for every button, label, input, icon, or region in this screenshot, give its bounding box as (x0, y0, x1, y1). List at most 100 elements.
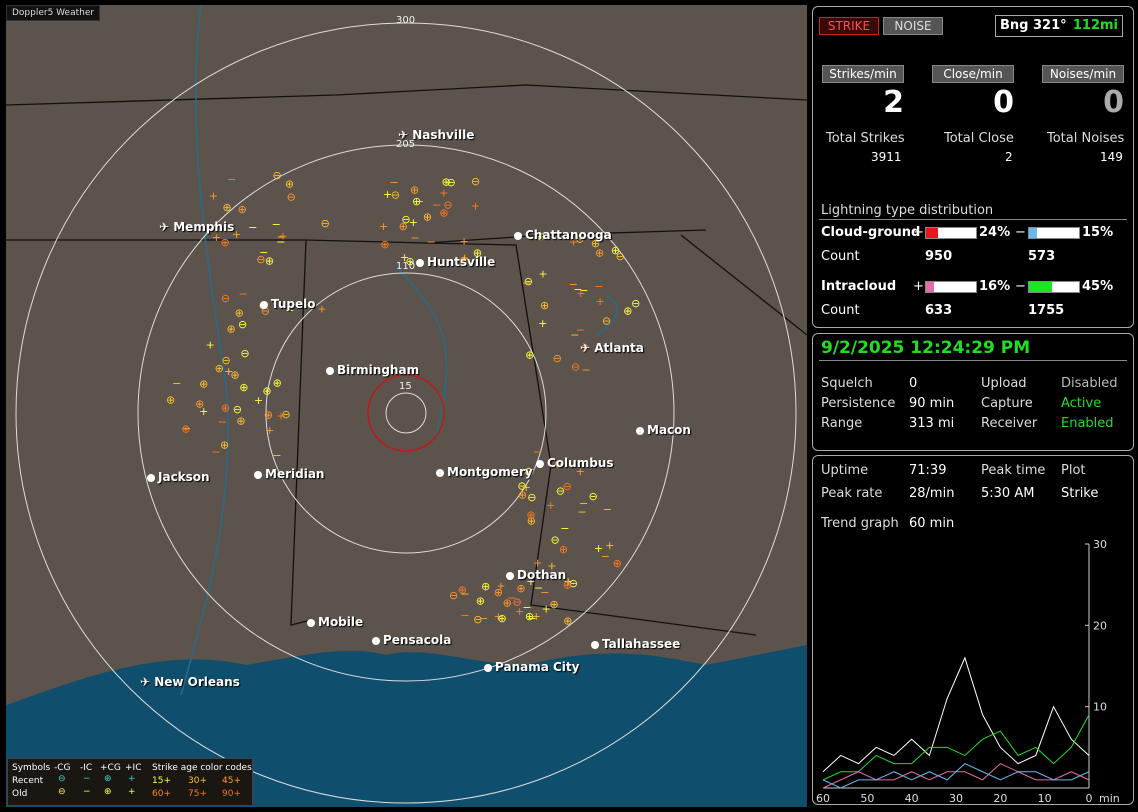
uptime-value: 71:39 (909, 463, 947, 478)
legend-recent-posic-icon: + (128, 774, 136, 784)
total-close-label: Total Close (944, 131, 1014, 146)
cg-neg-count: 573 (1028, 249, 1056, 264)
divider (819, 219, 1127, 220)
airport-icon: ✈ (398, 128, 413, 142)
strike-marker: ⊕ (536, 230, 545, 243)
trend-series-3 (822, 763, 1090, 789)
strike-marker: ⊖ (602, 314, 611, 327)
strike-marker: ⊖ (524, 465, 533, 478)
strike-marker: − (527, 612, 536, 625)
city-mobile: Mobile (307, 615, 363, 629)
strike-marker: ⊕ (380, 238, 389, 251)
total-noises-label: Total Noises (1047, 131, 1125, 146)
legend-h-poscg: +CG (100, 763, 121, 773)
strike-marker: ⊖ (616, 250, 625, 263)
strike-marker: ⊕ (405, 255, 414, 268)
legend-h-negic: -IC (80, 763, 93, 773)
city-chattanooga: Chattanooga (514, 228, 612, 242)
strike-marker: ⊖ (562, 480, 571, 493)
strike-marker: ⊖ (471, 175, 480, 188)
strike-marker: − (576, 323, 585, 336)
strike-marker: ⊖ (571, 360, 580, 373)
legend-old-negic-icon: − (83, 787, 91, 797)
strike-marker: − (238, 288, 247, 301)
strike-markers: ⊕−−⊕⊖−⊕⊖⊕−−⊕+⊕+⊖⊖⊕−+⊖+⊖−⊖⊖+−⊕⊕⊖⊖⊕⊕−−⊖⊕+−… (166, 169, 640, 627)
strikes-per-min-value: 2 (883, 85, 904, 120)
symbol-legend: Symbols -CG -IC +CG +IC Recent Old ⊖ − ⊕… (7, 758, 253, 806)
strike-marker: ⊕ (220, 236, 229, 249)
strike-marker: ⊕ (518, 488, 527, 501)
strike-marker: + (563, 575, 572, 588)
city-name: Pensacola (383, 633, 452, 647)
strike-marker: ⊖ (513, 596, 522, 609)
city-dot-icon (436, 468, 444, 477)
strike-marker: ⊕ (265, 255, 274, 268)
range-label: Range (821, 416, 863, 431)
strike-marker: + (276, 409, 285, 422)
x-axis-label: min (1099, 792, 1120, 802)
strike-marker: ⊕ (220, 439, 229, 452)
strike-button[interactable]: STRIKE (819, 17, 879, 35)
city-dot-icon (416, 258, 424, 267)
strike-marker: − (277, 231, 286, 244)
city-name: Tupelo (271, 297, 316, 311)
plot-value[interactable]: Strike (1061, 486, 1099, 501)
strike-marker: ⊕ (498, 612, 507, 625)
strike-marker: ⊖ (556, 485, 565, 498)
peak-time-value: 5:30 AM (981, 486, 1035, 501)
strikes-per-min-button[interactable]: Strikes/min (822, 65, 904, 83)
strike-marker: − (182, 422, 191, 435)
legend-age-75: 75+ (188, 789, 207, 799)
city-memphis: ✈ Memphis (159, 220, 234, 234)
noise-button[interactable]: NOISE (883, 17, 943, 35)
legend-recent-label: Recent (12, 776, 44, 786)
strike-marker: ⊖ (221, 292, 230, 305)
strike-marker: ⊕ (591, 237, 600, 250)
strike-marker: ⊕ (235, 306, 244, 319)
close-per-min-value: 0 (993, 85, 1014, 120)
strike-marker: + (526, 575, 535, 588)
strike-marker: − (540, 586, 549, 599)
cg-neg-bar (1028, 227, 1080, 239)
strike-marker: − (259, 246, 268, 259)
strike-marker: ⊕ (563, 578, 572, 591)
strike-marker: ⊕ (221, 401, 230, 414)
divider (819, 360, 1127, 361)
strike-marker: ⊕ (458, 583, 467, 596)
total-close-value: 2 (1005, 150, 1013, 164)
persistence-value: 90 min (909, 396, 955, 411)
city-name: Montgomery (447, 465, 533, 479)
distribution-title: Lightning type distribution (821, 203, 994, 218)
strike-marker: ⊖ (524, 275, 533, 288)
strike-marker: − (427, 236, 436, 249)
cg-pos-bar (925, 227, 977, 239)
noises-per-min-button[interactable]: Noises/min (1042, 65, 1124, 83)
strike-marker: − (227, 173, 236, 186)
strike-marker: − (579, 284, 588, 297)
city-pensacola: Pensacola (372, 633, 451, 647)
x-tick-label: 40 (905, 792, 919, 802)
ic-neg-pct: 45% (1082, 279, 1114, 294)
strike-marker: − (578, 505, 587, 518)
strike-marker: + (317, 303, 326, 316)
strike-marker: + (209, 190, 218, 203)
strike-marker: + (576, 465, 585, 478)
strike-marker: ⊕ (273, 376, 282, 389)
strike-marker: ⊖ (473, 613, 482, 626)
strike-marker: + (471, 199, 480, 212)
city-name: Birmingham (337, 363, 420, 377)
strike-marker: + (532, 610, 541, 623)
trend-series-1 (822, 714, 1090, 781)
strike-marker: ⊖ (238, 318, 247, 331)
strike-marker: + (206, 338, 215, 351)
strike-marker: − (276, 236, 285, 249)
city-tupelo: Tupelo (260, 297, 316, 311)
legend-age-45: 45+ (222, 776, 241, 786)
lightning-map[interactable]: ⊕−−⊕⊖−⊕⊖⊕−−⊕+⊕+⊖⊖⊕−+⊖+⊖−⊖⊖+−⊕⊕⊖⊖⊕⊕−−⊖⊕+−… (6, 5, 807, 807)
range-value: 313 mi (909, 416, 955, 431)
city-dot-icon (536, 459, 544, 468)
strike-marker: − (581, 364, 590, 377)
city-dot-icon (147, 473, 155, 482)
close-per-min-button[interactable]: Close/min (932, 65, 1014, 83)
city-dot-icon (591, 640, 599, 649)
